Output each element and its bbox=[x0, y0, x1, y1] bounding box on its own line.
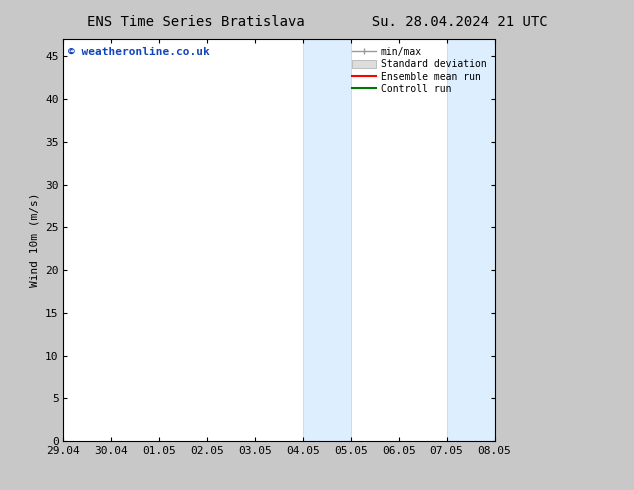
Bar bbox=[446, 39, 495, 441]
Bar bbox=[303, 39, 351, 441]
Text: ENS Time Series Bratislava        Su. 28.04.2024 21 UTC: ENS Time Series Bratislava Su. 28.04.202… bbox=[87, 15, 547, 29]
Y-axis label: Wind 10m (m/s): Wind 10m (m/s) bbox=[30, 193, 39, 287]
Legend: min/max, Standard deviation, Ensemble mean run, Controll run: min/max, Standard deviation, Ensemble me… bbox=[349, 44, 489, 97]
Text: © weatheronline.co.uk: © weatheronline.co.uk bbox=[68, 47, 209, 57]
